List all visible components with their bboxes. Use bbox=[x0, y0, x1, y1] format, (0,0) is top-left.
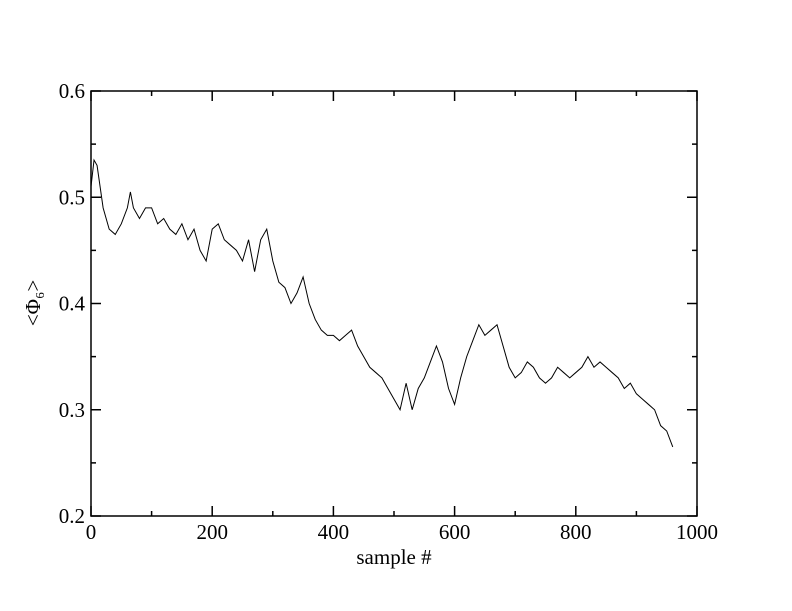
y-tick-label: 0.3 bbox=[59, 398, 85, 422]
y-axis-label: <Φ₆> bbox=[21, 280, 45, 326]
y-tick-label: 0.4 bbox=[59, 292, 86, 316]
y-tick-label: 0.5 bbox=[59, 185, 85, 209]
x-tick-label: 400 bbox=[318, 520, 350, 544]
x-tick-label: 0 bbox=[86, 520, 97, 544]
y-tick-label: 0.2 bbox=[59, 504, 85, 528]
x-tick-label: 1000 bbox=[676, 520, 718, 544]
data-line bbox=[90, 158, 674, 448]
plot-frame bbox=[90, 90, 698, 517]
y-tick-label: 0.6 bbox=[59, 79, 85, 103]
x-tick-label: 600 bbox=[439, 520, 471, 544]
x-tick-label: 200 bbox=[196, 520, 228, 544]
x-tick-label: 800 bbox=[560, 520, 592, 544]
x-axis-label: sample # bbox=[356, 545, 432, 569]
